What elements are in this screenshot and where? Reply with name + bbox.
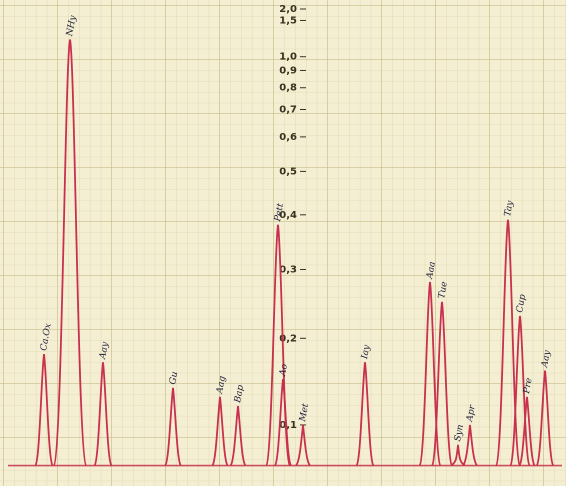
peak-label: NHy xyxy=(65,14,79,38)
peak xyxy=(93,362,113,467)
peak-label: Ao xyxy=(278,363,290,378)
peak xyxy=(450,444,466,467)
peak-label: Gu xyxy=(168,371,180,386)
y-tick-label: 0,9 xyxy=(279,65,297,76)
peak-label: Bap xyxy=(233,384,246,404)
y-tick-label: 0,8 xyxy=(279,83,297,94)
y-tick-label: 0,2 xyxy=(279,333,297,344)
peak xyxy=(509,315,531,467)
peak-label: Aaa xyxy=(425,261,438,281)
peak-label: Syn xyxy=(453,424,466,443)
peak xyxy=(274,379,292,467)
y-tick-label: 0,5 xyxy=(279,166,297,177)
peak-label: Iay xyxy=(360,343,373,360)
y-tick-label: 0,7 xyxy=(279,105,297,116)
peak xyxy=(518,396,536,467)
peak-label: Aay xyxy=(540,349,553,369)
y-tick-label: 1,5 xyxy=(279,15,297,26)
peak xyxy=(535,370,555,467)
y-tick-label: 0,6 xyxy=(279,132,297,143)
y-tick-label: 2,0 xyxy=(279,4,297,15)
peak xyxy=(34,353,54,467)
y-tick-label: 0,4 xyxy=(279,210,297,221)
y-tick-label: 0,1 xyxy=(279,420,297,431)
peak-label: Tue xyxy=(437,281,450,300)
peak xyxy=(164,387,182,467)
peak xyxy=(211,396,229,467)
peak-label: Pett xyxy=(273,202,286,223)
peak xyxy=(229,405,247,467)
peak xyxy=(52,39,88,467)
peak xyxy=(431,301,453,467)
peak xyxy=(462,424,478,467)
y-tick-label: 0,3 xyxy=(279,264,297,275)
peak-label: Tay xyxy=(503,199,516,217)
y-tick-label: 1,0 xyxy=(279,52,297,63)
peak-label: Pre xyxy=(522,377,535,395)
peak-label: Ca.Ox xyxy=(39,323,54,352)
peak xyxy=(295,424,311,467)
peak-label: Met xyxy=(298,402,311,423)
peak-label: Cup xyxy=(515,293,528,313)
peak-label: Aag xyxy=(215,375,228,395)
peak-label: Apr xyxy=(465,404,478,424)
peak-label: Aay xyxy=(98,340,111,360)
peak xyxy=(355,362,375,467)
